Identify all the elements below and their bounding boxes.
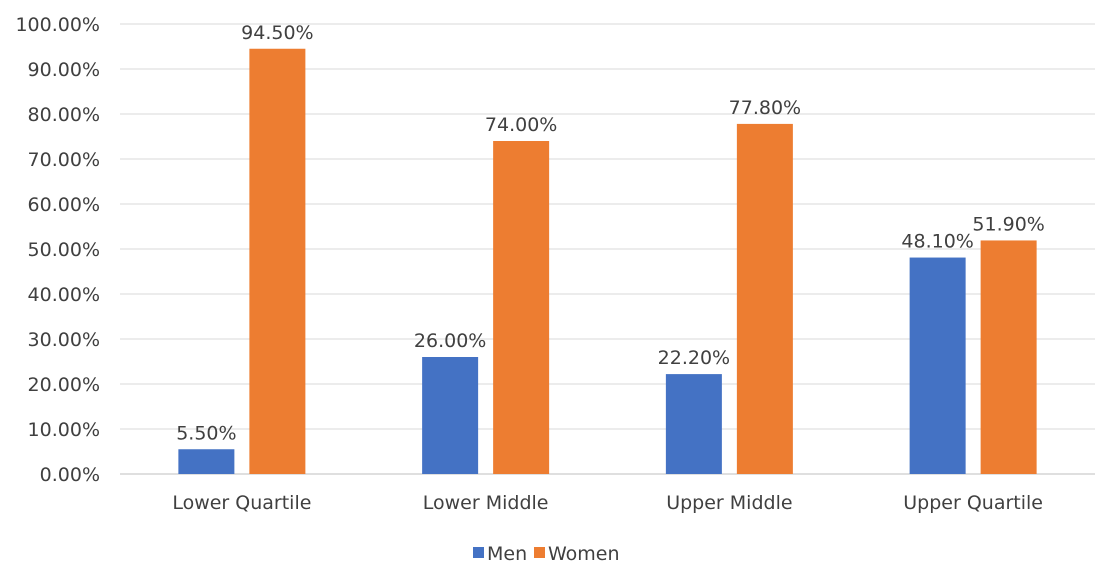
legend-label-women: Women: [548, 543, 620, 565]
data-label: 26.00%: [414, 330, 486, 352]
data-label: 22.20%: [658, 347, 730, 369]
legend-swatch-men: [473, 547, 484, 558]
bar-women: [493, 141, 550, 474]
bar-men: [665, 374, 722, 474]
y-tick-label: 30.00%: [28, 329, 100, 351]
bars: [178, 48, 1037, 475]
y-tick-label: 50.00%: [28, 239, 100, 261]
x-category-label: Lower Quartile: [172, 492, 311, 514]
y-tick-label: 20.00%: [28, 374, 100, 396]
bar-men: [909, 257, 966, 474]
x-category-label: Lower Middle: [423, 492, 549, 514]
y-tick-label: 80.00%: [28, 104, 100, 126]
legend-swatch-women: [534, 547, 545, 558]
data-labels: 5.50% 94.50% 26.00% 74.00% 22.20% 77.80% 48.10…: [176, 22, 1045, 445]
bar-women: [249, 48, 306, 474]
data-label: 94.50%: [241, 22, 313, 44]
y-axis-ticks: 0.00% 10.00% 20.00% 30.00% 40.00% 50.00% 60.00…: [15, 14, 100, 486]
bar-women: [980, 240, 1037, 474]
legend-label-men: Men: [487, 543, 527, 565]
y-tick-label: 0.00%: [40, 464, 100, 486]
x-category-label: Upper Quartile: [903, 492, 1043, 514]
y-tick-label: 90.00%: [28, 59, 100, 81]
y-tick-label: 100.00%: [15, 14, 100, 36]
data-label: 77.80%: [729, 97, 801, 119]
bar-women: [736, 123, 793, 475]
legend: Men Women: [473, 543, 620, 565]
bar-men: [178, 449, 235, 474]
bar-men: [422, 357, 479, 474]
y-tick-label: 70.00%: [28, 149, 100, 171]
data-label: 5.50%: [176, 422, 236, 444]
y-tick-label: 60.00%: [28, 194, 100, 216]
data-label: 48.10%: [901, 231, 973, 253]
x-axis-categories: Lower Quartile Lower Middle Upper Middle Up…: [172, 492, 1043, 514]
data-label: 74.00%: [485, 114, 557, 136]
x-category-label: Upper Middle: [666, 492, 792, 514]
data-label: 51.90%: [972, 213, 1044, 235]
y-tick-label: 40.00%: [28, 284, 100, 306]
y-tick-label: 10.00%: [28, 419, 100, 441]
